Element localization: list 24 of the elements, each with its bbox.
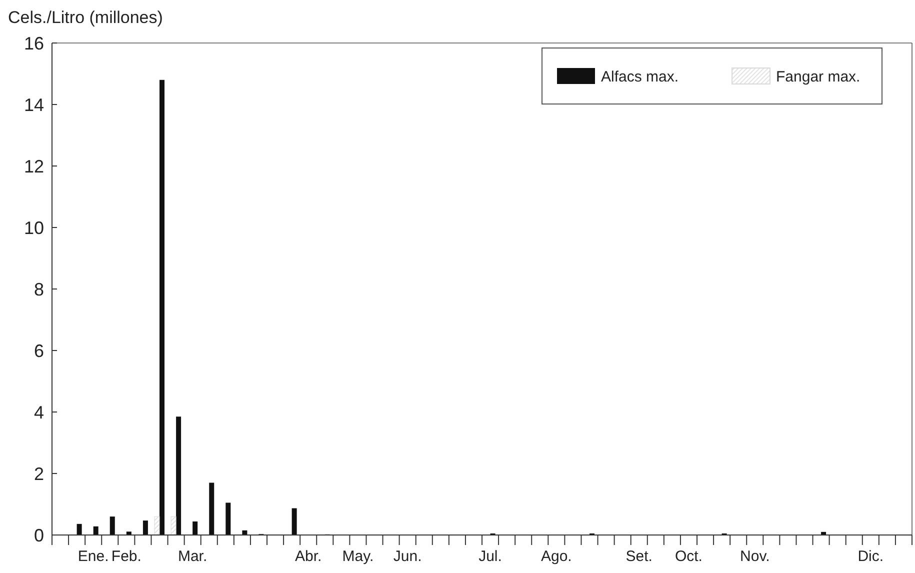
x-tick-label: Set. [626,548,652,565]
legend-label: Alfacs max. [601,68,679,86]
legend-label: Fangar max. [776,68,860,86]
y-tick-label: 16 [24,33,44,54]
x-tick-label: Dic. [858,548,884,565]
y-tick-label: 4 [34,402,44,422]
x-tick-label: Nov. [740,548,770,565]
y-tick-label: 8 [34,279,44,300]
y-axis-title: Cels./Litro (millones) [8,8,163,27]
x-tick-label: Jun. [393,548,422,565]
y-tick-label: 2 [34,464,44,484]
x-tick-label: Jul. [478,548,502,565]
x-tick-label: May. [342,548,374,565]
x-tick-label: Ene. [78,548,109,565]
y-tick-label: 14 [24,94,44,115]
x-tick-label: Mar. [178,548,208,565]
y-tick-label: 6 [34,340,44,361]
y-tick-label: 12 [24,156,44,176]
y-tick-label: 10 [24,218,44,238]
x-tick-label: Abr. [295,548,322,565]
x-tick-label: Ago. [540,548,572,565]
x-tick-label: Feb. [111,548,142,565]
x-tick-label: Oct. [674,548,702,565]
y-tick-label: 0 [34,525,44,546]
